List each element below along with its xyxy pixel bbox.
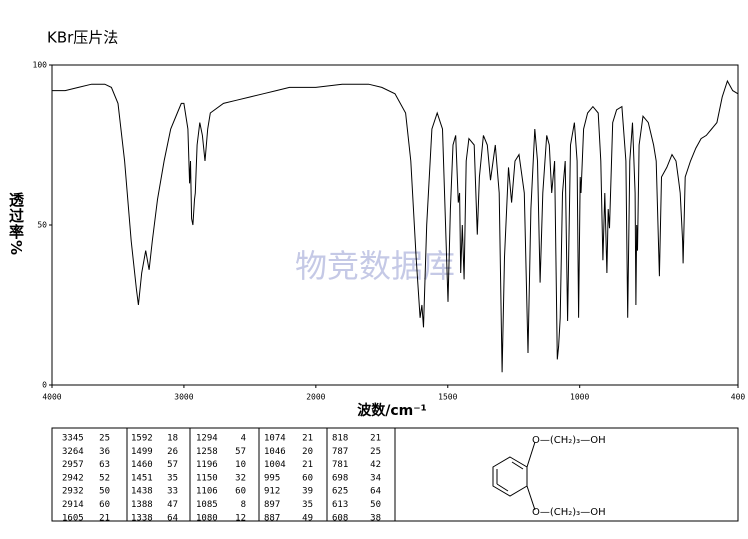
peak-wavenumber: 887 bbox=[264, 513, 280, 523]
x-tick-label: 3000 bbox=[174, 393, 193, 402]
x-tick-label: 1500 bbox=[438, 393, 457, 402]
substituent: O—(CH₂)₃—OH bbox=[532, 435, 606, 446]
peak-wavenumber: 3345 bbox=[62, 434, 84, 444]
peak-transmittance: 4 bbox=[241, 434, 246, 444]
peak-transmittance: 64 bbox=[370, 487, 381, 497]
y-tick-label: 100 bbox=[33, 61, 48, 70]
peak-wavenumber: 1074 bbox=[264, 434, 286, 444]
watermark: 物竞数据库 bbox=[295, 247, 455, 285]
peak-transmittance: 25 bbox=[99, 434, 110, 444]
peak-transmittance: 42 bbox=[370, 460, 381, 470]
peak-wavenumber: 1046 bbox=[264, 447, 286, 457]
double-bond bbox=[496, 483, 509, 492]
substituent: O—(CH₂)₃—OH bbox=[532, 507, 606, 518]
peak-transmittance: 32 bbox=[235, 473, 246, 483]
peak-transmittance: 12 bbox=[235, 513, 246, 523]
peak-wavenumber: 912 bbox=[264, 487, 280, 497]
peak-wavenumber: 1338 bbox=[131, 513, 153, 523]
peak-transmittance: 20 bbox=[302, 447, 313, 457]
peak-wavenumber: 1438 bbox=[131, 487, 153, 497]
peak-wavenumber: 1196 bbox=[196, 460, 218, 470]
peak-transmittance: 26 bbox=[167, 447, 178, 457]
y-tick-label: 50 bbox=[37, 221, 47, 230]
peak-transmittance: 34 bbox=[370, 473, 381, 483]
peak-transmittance: 64 bbox=[167, 513, 178, 523]
peak-transmittance: 21 bbox=[99, 513, 110, 523]
peak-transmittance: 57 bbox=[167, 460, 178, 470]
peak-wavenumber: 2942 bbox=[62, 473, 84, 483]
spectrum-line bbox=[52, 79, 739, 373]
peak-transmittance: 21 bbox=[302, 460, 313, 470]
peak-transmittance: 10 bbox=[235, 460, 246, 470]
peak-wavenumber: 698 bbox=[332, 473, 348, 483]
peak-transmittance: 35 bbox=[167, 473, 178, 483]
peak-wavenumber: 787 bbox=[332, 447, 348, 457]
peak-transmittance: 21 bbox=[302, 434, 313, 444]
peak-transmittance: 60 bbox=[302, 473, 313, 483]
peak-transmittance: 50 bbox=[99, 487, 110, 497]
x-tick-label: 1000 bbox=[570, 393, 589, 402]
peak-transmittance: 38 bbox=[370, 513, 381, 523]
peak-transmittance: 50 bbox=[370, 500, 381, 510]
chart-title: KBr压片法 bbox=[47, 29, 118, 47]
peak-wavenumber: 1605 bbox=[62, 513, 84, 523]
peak-transmittance: 63 bbox=[99, 460, 110, 470]
peak-transmittance: 35 bbox=[302, 500, 313, 510]
peak-transmittance: 39 bbox=[302, 487, 313, 497]
peak-transmittance: 57 bbox=[235, 447, 246, 457]
peak-transmittance: 60 bbox=[235, 487, 246, 497]
peak-wavenumber: 2957 bbox=[62, 460, 84, 470]
y-tick-label: 0 bbox=[42, 381, 47, 390]
peak-transmittance: 36 bbox=[99, 447, 110, 457]
peak-wavenumber: 781 bbox=[332, 460, 348, 470]
peak-wavenumber: 613 bbox=[332, 500, 348, 510]
peak-wavenumber: 1460 bbox=[131, 460, 153, 470]
peak-transmittance: 49 bbox=[302, 513, 313, 523]
benzene bbox=[492, 441, 536, 511]
peak-wavenumber: 818 bbox=[332, 434, 348, 444]
peak-wavenumber: 1085 bbox=[196, 500, 218, 510]
peak-transmittance: 8 bbox=[241, 500, 246, 510]
peak-transmittance: 21 bbox=[370, 434, 381, 444]
peak-wavenumber: 897 bbox=[264, 500, 280, 510]
double-bond bbox=[511, 461, 524, 470]
peak-transmittance: 33 bbox=[167, 487, 178, 497]
peak-wavenumber: 1080 bbox=[196, 513, 218, 523]
peak-wavenumber: 608 bbox=[332, 513, 348, 523]
bond bbox=[526, 485, 536, 511]
peak-wavenumber: 1294 bbox=[196, 434, 218, 444]
peak-wavenumber: 1388 bbox=[131, 500, 153, 510]
peak-transmittance: 60 bbox=[99, 500, 110, 510]
ring bbox=[492, 456, 528, 497]
peak-transmittance: 18 bbox=[167, 434, 178, 444]
peak-transmittance: 52 bbox=[99, 473, 110, 483]
peak-wavenumber: 2914 bbox=[62, 500, 84, 510]
peak-wavenumber: 995 bbox=[264, 473, 280, 483]
peak-wavenumber: 2932 bbox=[62, 487, 84, 497]
peak-transmittance: 47 bbox=[167, 500, 178, 510]
peak-wavenumber: 1258 bbox=[196, 447, 218, 457]
x-axis-label: 波数/cm⁻¹ bbox=[357, 402, 427, 419]
x-tick-label: 4000 bbox=[42, 393, 61, 402]
peak-wavenumber: 1499 bbox=[131, 447, 153, 457]
peak-wavenumber: 1592 bbox=[131, 434, 153, 444]
peak-wavenumber: 1106 bbox=[196, 487, 218, 497]
x-tick-label: 400 bbox=[731, 393, 746, 402]
peak-wavenumber: 1451 bbox=[131, 473, 153, 483]
bond bbox=[526, 441, 536, 468]
peak-wavenumber: 1004 bbox=[264, 460, 286, 470]
peak-wavenumber: 3264 bbox=[62, 447, 84, 457]
peak-wavenumber: 1150 bbox=[196, 473, 218, 483]
peak-transmittance: 25 bbox=[370, 447, 381, 457]
y-axis-label: 透过率% bbox=[7, 192, 25, 257]
peak-wavenumber: 625 bbox=[332, 487, 348, 497]
x-tick-label: 2000 bbox=[306, 393, 325, 402]
